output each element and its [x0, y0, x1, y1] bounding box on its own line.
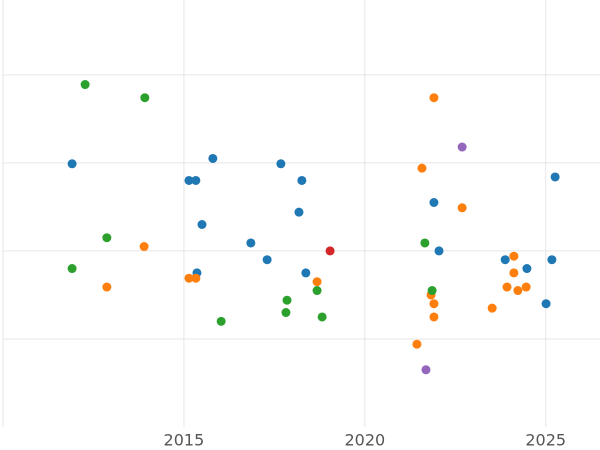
point	[317, 312, 327, 322]
point	[102, 233, 112, 243]
point	[262, 255, 272, 265]
point	[102, 282, 112, 292]
point	[429, 299, 439, 309]
point	[522, 264, 532, 274]
point	[509, 268, 519, 278]
point	[513, 286, 523, 296]
point	[184, 273, 194, 283]
point	[301, 268, 311, 278]
x-tick-label: 2015	[164, 431, 205, 450]
point	[312, 277, 322, 287]
point	[457, 203, 467, 213]
point	[191, 175, 201, 185]
point	[429, 312, 439, 322]
point	[191, 273, 201, 283]
point	[312, 286, 322, 296]
point	[487, 303, 497, 313]
point	[140, 93, 150, 103]
point	[427, 286, 437, 296]
point	[457, 142, 467, 152]
point	[139, 242, 149, 252]
point	[502, 282, 512, 292]
x-tick-label: 2025	[525, 431, 566, 450]
point	[197, 220, 207, 230]
point	[67, 264, 77, 274]
x-tick-label: 2020	[344, 431, 385, 450]
point	[276, 159, 286, 169]
point	[216, 316, 226, 326]
point	[67, 159, 77, 169]
point	[417, 163, 427, 173]
point	[521, 282, 531, 292]
point	[184, 175, 194, 185]
point	[509, 251, 519, 261]
point	[208, 153, 218, 163]
point	[80, 80, 90, 90]
point	[547, 255, 557, 265]
point	[282, 295, 292, 305]
point	[281, 308, 291, 318]
point	[500, 255, 510, 265]
point	[541, 299, 551, 309]
point	[325, 246, 335, 256]
point	[550, 172, 560, 182]
point	[429, 197, 439, 207]
point	[420, 238, 430, 248]
point	[434, 246, 444, 256]
point	[421, 365, 431, 375]
point	[429, 93, 439, 103]
point	[412, 339, 422, 349]
point	[297, 175, 307, 185]
point	[246, 238, 256, 248]
point	[294, 207, 304, 217]
